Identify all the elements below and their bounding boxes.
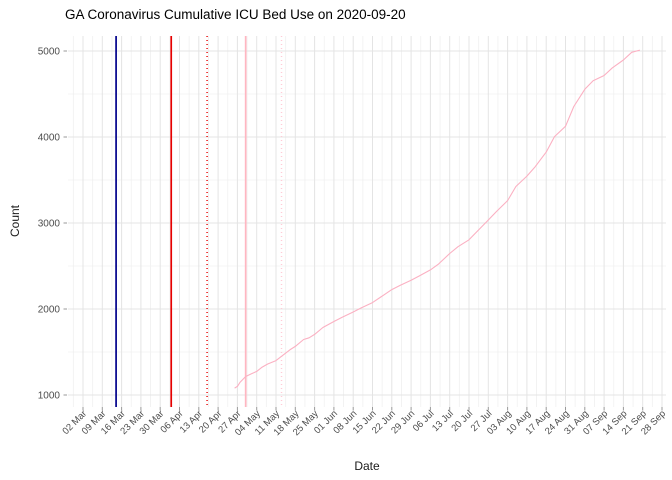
y-tick-label: 2000 — [38, 305, 61, 316]
y-tick-label: 1000 — [38, 391, 61, 402]
x-axis-title: Date — [354, 459, 380, 473]
y-tick-label: 3000 — [38, 219, 61, 230]
y-tick-label: 4000 — [38, 133, 61, 144]
series-line — [234, 49, 641, 389]
chart-title: GA Coronavirus Cumulative ICU Bed Use on… — [65, 7, 406, 22]
y-tick-label: 5000 — [38, 47, 61, 58]
